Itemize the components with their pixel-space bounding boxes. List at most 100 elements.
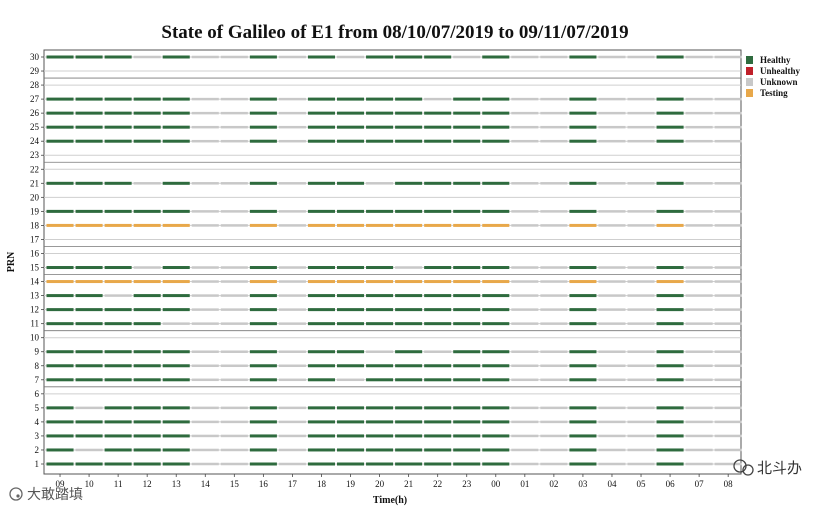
state-bar-prn7-13-healthy xyxy=(162,378,190,382)
state-bar-prn11-17-unknown xyxy=(278,322,306,325)
state-bar-prn2-18-healthy xyxy=(307,448,335,452)
state-bar-prn14-13-testing xyxy=(162,280,190,284)
state-bar-prn11-12-healthy xyxy=(133,322,161,326)
y-tick-label: 9 xyxy=(35,347,40,357)
state-bar-prn19-17-unknown xyxy=(278,210,306,213)
state-bar-prn27-02-unknown xyxy=(540,97,568,101)
y-tick-label: 1 xyxy=(35,459,40,469)
state-bar-prn24-14-unknown xyxy=(191,139,219,143)
state-bar-prn26-07-unknown xyxy=(685,111,713,115)
state-bar-prn4-01-unknown xyxy=(511,420,539,424)
state-bar-prn1-16-healthy xyxy=(249,462,277,466)
state-bar-prn1-23-healthy xyxy=(453,462,481,466)
y-tick-label: 26 xyxy=(30,108,40,118)
state-bar-prn14-21-testing xyxy=(395,280,423,284)
state-bar-prn14-23-testing xyxy=(453,280,481,284)
state-bar-prn24-00-healthy xyxy=(482,139,510,143)
state-bar-prn11-21-healthy xyxy=(395,322,423,326)
state-bar-prn4-18-healthy xyxy=(307,420,335,424)
state-bar-prn13-01-unknown xyxy=(511,294,539,297)
state-bar-prn21-12-unknown xyxy=(133,182,161,185)
state-bar-prn30-05-unknown xyxy=(627,55,655,59)
state-bar-prn2-00-healthy xyxy=(482,448,510,452)
state-bar-prn27-13-healthy xyxy=(162,97,190,101)
x-tick-label: 15 xyxy=(230,479,240,489)
state-bar-prn9-12-healthy xyxy=(133,350,161,354)
state-bar-prn4-07-unknown xyxy=(685,420,713,424)
state-bar-prn7-18-healthy xyxy=(307,378,335,382)
state-bar-prn5-07-unknown xyxy=(685,406,713,410)
state-bar-prn13-03-healthy xyxy=(569,294,597,298)
state-bar-prn30-03-healthy xyxy=(569,55,597,59)
state-bar-prn12-13-healthy xyxy=(162,308,190,312)
x-tick-label: 19 xyxy=(346,479,356,489)
state-bar-prn8-17-unknown xyxy=(278,364,306,368)
state-bar-prn3-11-healthy xyxy=(104,434,132,438)
state-bar-prn27-21-healthy xyxy=(395,97,423,101)
state-bar-prn15-05-unknown xyxy=(627,266,655,269)
state-bar-prn3-06-healthy xyxy=(656,434,684,438)
state-bar-prn18-19-testing xyxy=(337,223,365,227)
state-bar-prn18-05-unknown xyxy=(627,224,655,227)
state-bar-prn2-08-unknown xyxy=(714,448,742,452)
state-bar-prn25-13-healthy xyxy=(162,125,190,129)
state-bar-prn12-05-unknown xyxy=(627,308,655,311)
state-bar-prn12-21-healthy xyxy=(395,308,423,312)
state-bar-prn2-02-unknown xyxy=(540,448,568,452)
state-bar-prn11-10-healthy xyxy=(75,322,103,326)
state-bar-prn24-12-healthy xyxy=(133,139,161,143)
state-bar-prn26-03-healthy xyxy=(569,111,597,115)
state-bar-prn9-01-unknown xyxy=(511,350,539,353)
state-bar-prn26-17-unknown xyxy=(278,111,306,115)
state-bar-prn27-20-healthy xyxy=(366,97,394,101)
chart-title: State of Galileo of E1 from 08/10/07/201… xyxy=(161,22,628,43)
state-bar-prn12-01-unknown xyxy=(511,308,539,311)
state-bar-prn30-12-unknown xyxy=(133,55,161,59)
state-bar-prn30-01-unknown xyxy=(511,55,539,59)
state-bar-prn18-02-unknown xyxy=(540,224,568,227)
state-bar-prn18-01-unknown xyxy=(511,224,539,227)
state-bar-prn27-17-unknown xyxy=(278,97,306,101)
watermark-left-text: 大敢踏填 xyxy=(27,487,83,503)
state-bar-prn25-03-healthy xyxy=(569,125,597,129)
state-bar-prn8-18-healthy xyxy=(307,364,335,368)
state-bar-prn19-11-healthy xyxy=(104,209,132,213)
state-bar-prn21-10-healthy xyxy=(75,181,103,185)
state-bar-prn8-01-unknown xyxy=(511,364,539,368)
state-bar-prn7-21-healthy xyxy=(395,378,423,382)
state-bar-prn13-00-healthy xyxy=(482,294,510,298)
state-bar-prn7-00-healthy xyxy=(482,378,510,382)
state-bar-prn14-11-testing xyxy=(104,280,132,284)
state-bar-prn18-23-testing xyxy=(453,223,481,227)
state-bar-prn12-10-healthy xyxy=(75,308,103,312)
state-bar-prn8-09-healthy xyxy=(46,364,74,368)
y-tick-label: 17 xyxy=(30,234,40,244)
state-bar-prn12-18-healthy xyxy=(307,308,335,312)
state-bar-prn2-07-unknown xyxy=(685,448,713,452)
y-tick-label: 7 xyxy=(35,375,40,385)
state-bar-prn8-19-healthy xyxy=(337,364,365,368)
state-bar-prn1-09-healthy xyxy=(46,462,74,466)
state-bar-prn4-13-healthy xyxy=(162,420,190,424)
state-bar-prn1-12-healthy xyxy=(133,462,161,466)
state-bar-prn19-23-healthy xyxy=(453,209,481,213)
state-bar-prn2-14-unknown xyxy=(191,448,219,452)
state-bar-prn4-08-unknown xyxy=(714,420,742,424)
state-bar-prn15-15-unknown xyxy=(220,266,248,269)
state-bar-prn25-09-healthy xyxy=(46,125,74,129)
state-bar-prn14-20-testing xyxy=(366,280,394,284)
state-bar-prn5-19-healthy xyxy=(337,406,365,410)
state-bar-prn7-23-healthy xyxy=(453,378,481,382)
state-bar-prn24-17-unknown xyxy=(278,139,306,143)
state-bar-prn7-11-healthy xyxy=(104,378,132,382)
state-bar-prn7-05-unknown xyxy=(627,378,655,382)
state-bar-prn21-16-healthy xyxy=(249,181,277,185)
state-bar-prn26-10-healthy xyxy=(75,111,103,115)
y-tick-label: 28 xyxy=(30,80,40,90)
state-bar-prn24-10-healthy xyxy=(75,139,103,143)
x-tick-label: 13 xyxy=(172,479,182,489)
state-bar-prn2-03-healthy xyxy=(569,448,597,452)
state-bar-prn15-11-healthy xyxy=(104,266,132,270)
